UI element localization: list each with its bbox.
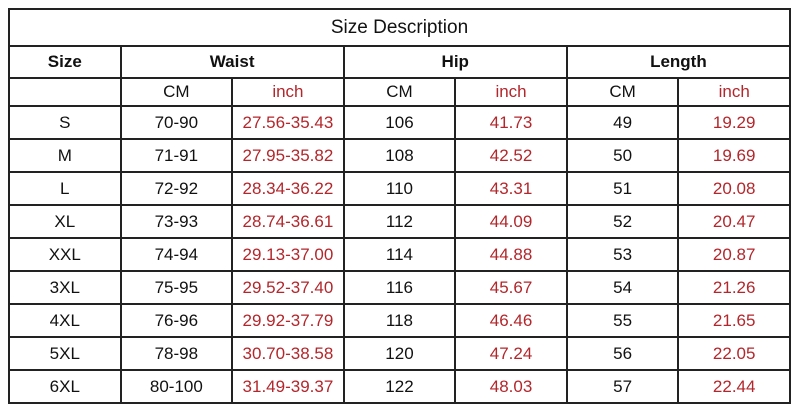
cell-length-in: 20.47 <box>677 204 791 239</box>
unit-length-cm: CM <box>565 77 680 107</box>
header-waist: Waist <box>119 45 345 79</box>
cell-waist-in: 31.49-39.37 <box>231 369 345 404</box>
table-row: S 70-90 27.56-35.43 106 41.73 49 19.29 <box>8 105 791 140</box>
cell-hip-in: 46.46 <box>454 303 568 338</box>
cell-hip-cm: 110 <box>342 171 457 206</box>
cell-hip-cm: 122 <box>342 369 457 404</box>
header-size: Size <box>8 45 122 79</box>
cell-size: S <box>8 105 122 140</box>
cell-hip-in: 48.03 <box>454 369 568 404</box>
cell-waist-cm: 78-98 <box>119 336 234 371</box>
table-row: L 72-92 28.34-36.22 110 43.31 51 20.08 <box>8 171 791 206</box>
cell-length-cm: 49 <box>565 105 680 140</box>
cell-hip-cm: 118 <box>342 303 457 338</box>
cell-size: 4XL <box>8 303 122 338</box>
cell-length-cm: 52 <box>565 204 680 239</box>
cell-waist-cm: 72-92 <box>119 171 234 206</box>
cell-size: M <box>8 138 122 173</box>
cell-hip-in: 47.24 <box>454 336 568 371</box>
header-row: Size Waist Hip Length <box>8 45 792 79</box>
cell-hip-in: 41.73 <box>454 105 568 140</box>
unit-length-inch: inch <box>677 77 791 107</box>
cell-waist-cm: 73-93 <box>119 204 234 239</box>
cell-length-in: 22.44 <box>677 369 791 404</box>
table-row: 5XL 78-98 30.70-38.58 120 47.24 56 22.05 <box>8 336 791 371</box>
cell-waist-in: 28.34-36.22 <box>231 171 345 206</box>
cell-length-in: 20.87 <box>677 237 791 272</box>
unit-hip-inch: inch <box>454 77 568 107</box>
cell-waist-in: 27.56-35.43 <box>231 105 345 140</box>
cell-length-in: 20.08 <box>677 171 791 206</box>
table-row: 6XL 80-100 31.49-39.37 122 48.03 57 22.44 <box>8 369 791 404</box>
cell-size: 3XL <box>8 270 122 305</box>
cell-waist-cm: 76-96 <box>119 303 234 338</box>
cell-size: L <box>8 171 122 206</box>
table-row: 4XL 76-96 29.92-37.79 118 46.46 55 21.65 <box>8 303 791 338</box>
cell-length-cm: 51 <box>565 171 680 206</box>
cell-length-cm: 57 <box>565 369 680 404</box>
header-hip: Hip <box>342 45 568 79</box>
cell-length-in: 19.69 <box>677 138 791 173</box>
size-chart-table: Size Description Size Waist Hip Length C… <box>8 8 792 404</box>
header-length: Length <box>565 45 792 79</box>
cell-hip-in: 43.31 <box>454 171 568 206</box>
unit-waist-cm: CM <box>119 77 234 107</box>
cell-length-cm: 56 <box>565 336 680 371</box>
cell-length-in: 21.65 <box>677 303 791 338</box>
cell-hip-in: 45.67 <box>454 270 568 305</box>
cell-hip-cm: 116 <box>342 270 457 305</box>
unit-row: CM inch CM inch CM inch <box>8 77 791 107</box>
cell-waist-cm: 80-100 <box>119 369 234 404</box>
cell-hip-cm: 120 <box>342 336 457 371</box>
cell-hip-cm: 114 <box>342 237 457 272</box>
cell-length-cm: 53 <box>565 237 680 272</box>
cell-length-in: 22.05 <box>677 336 791 371</box>
cell-size: XXL <box>8 237 122 272</box>
cell-waist-cm: 71-91 <box>119 138 234 173</box>
cell-hip-cm: 112 <box>342 204 457 239</box>
cell-size: XL <box>8 204 122 239</box>
cell-hip-in: 42.52 <box>454 138 568 173</box>
table-row: XL 73-93 28.74-36.61 112 44.09 52 20.47 <box>8 204 791 239</box>
cell-hip-cm: 108 <box>342 138 457 173</box>
cell-waist-in: 30.70-38.58 <box>231 336 345 371</box>
cell-hip-in: 44.88 <box>454 237 568 272</box>
cell-waist-in: 29.13-37.00 <box>231 237 345 272</box>
table-row: 3XL 75-95 29.52-37.40 116 45.67 54 21.26 <box>8 270 791 305</box>
unit-empty <box>8 77 122 107</box>
cell-waist-cm: 75-95 <box>119 270 234 305</box>
cell-length-cm: 55 <box>565 303 680 338</box>
table-title: Size Description <box>8 8 791 47</box>
cell-waist-in: 29.92-37.79 <box>231 303 345 338</box>
cell-length-in: 19.29 <box>677 105 791 140</box>
cell-waist-in: 29.52-37.40 <box>231 270 345 305</box>
cell-length-cm: 50 <box>565 138 680 173</box>
cell-length-in: 21.26 <box>677 270 791 305</box>
cell-waist-cm: 74-94 <box>119 237 234 272</box>
cell-waist-in: 27.95-35.82 <box>231 138 345 173</box>
cell-hip-cm: 106 <box>342 105 457 140</box>
cell-hip-in: 44.09 <box>454 204 568 239</box>
table-row: XXL 74-94 29.13-37.00 114 44.88 53 20.87 <box>8 237 791 272</box>
title-row: Size Description <box>8 8 791 47</box>
unit-waist-inch: inch <box>231 77 345 107</box>
table-row: M 71-91 27.95-35.82 108 42.52 50 19.69 <box>8 138 791 173</box>
unit-hip-cm: CM <box>342 77 457 107</box>
cell-length-cm: 54 <box>565 270 680 305</box>
cell-waist-cm: 70-90 <box>119 105 234 140</box>
cell-size: 6XL <box>8 369 122 404</box>
cell-waist-in: 28.74-36.61 <box>231 204 345 239</box>
cell-size: 5XL <box>8 336 122 371</box>
